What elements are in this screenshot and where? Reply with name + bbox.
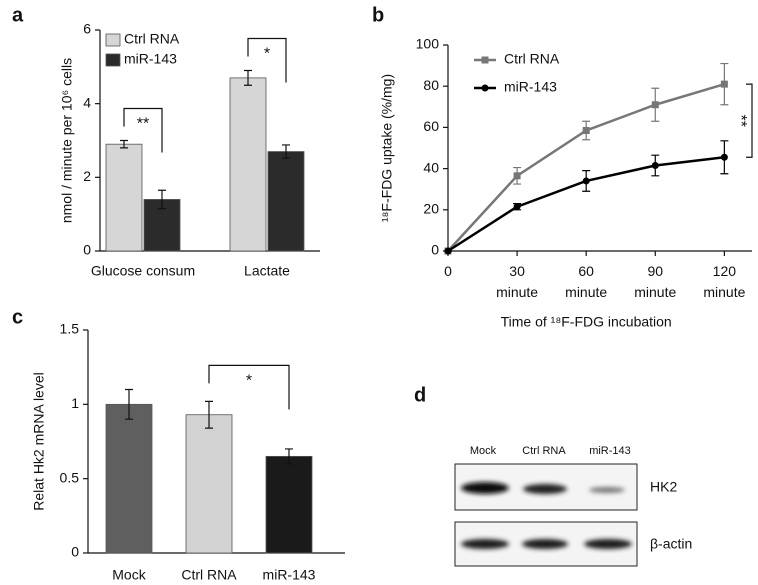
- lane-label: Mock: [470, 445, 497, 457]
- panel-label: c: [12, 306, 23, 328]
- band: [461, 539, 509, 549]
- y-tick-label: 2: [83, 168, 91, 184]
- y-tick-label: 40: [423, 159, 439, 175]
- bar: [265, 455, 313, 554]
- y-tick-label: 100: [416, 36, 440, 52]
- y-tick-label: 20: [423, 201, 439, 217]
- annotation: **: [732, 114, 749, 126]
- bar: [267, 151, 305, 252]
- x-tick-label: 30 minute: [496, 263, 539, 300]
- y-tick-label: 4: [83, 94, 91, 110]
- error-bar: [125, 388, 133, 420]
- annotation: *: [246, 373, 252, 390]
- band: [461, 482, 509, 494]
- x-tick-label: Lactate: [244, 263, 290, 279]
- legend-label: miR-143: [124, 51, 177, 67]
- significance-bracket: [247, 37, 287, 83]
- legend-marker: [481, 84, 489, 92]
- bar: [185, 414, 233, 554]
- x-tick-label: 120 minute: [703, 263, 746, 300]
- annotation: *: [264, 46, 270, 63]
- x-tick-label: Ctrl RNA: [181, 567, 237, 583]
- y-axis-label: Relat Hk2 mRNA level: [31, 372, 47, 511]
- band: [589, 487, 625, 493]
- x-axis-label: Time of ¹⁸F-FDG incubation: [501, 314, 672, 330]
- y-tick-label: 0.5: [60, 469, 80, 485]
- significance-bracket: [746, 83, 753, 158]
- row-label: β-actin: [650, 536, 692, 552]
- x-tick-label: Mock: [112, 567, 146, 583]
- western-blot: Mock Ctrl RNA miR-143 HK2 β-actin: [454, 445, 692, 567]
- x-tick-label: Glucose consum: [91, 263, 195, 279]
- point: [513, 172, 521, 180]
- error-bar: [120, 139, 128, 149]
- point: [651, 101, 659, 109]
- significance-bracket: [123, 107, 163, 153]
- annotation: **: [137, 116, 149, 133]
- error-bar: [282, 144, 290, 159]
- y-tick-label: 1: [71, 395, 79, 411]
- x-tick-label: 60 minute: [565, 263, 608, 300]
- y-tick-label: 6: [83, 21, 91, 37]
- significance-bracket: [208, 364, 290, 410]
- panel-label: a: [12, 4, 24, 26]
- band: [584, 539, 632, 549]
- point: [720, 80, 728, 88]
- point: [582, 126, 590, 134]
- x-tick-label: miR-143: [263, 567, 316, 583]
- legend-swatch: [105, 53, 121, 67]
- point: [582, 177, 590, 185]
- x-tick-label: 90 minute: [634, 263, 677, 300]
- y-axis-label: nmol / minute per 10⁶ cells: [59, 58, 75, 223]
- lane-label: miR-143: [589, 445, 631, 457]
- y-tick-label: 0: [71, 544, 79, 560]
- row-label: HK2: [650, 479, 677, 495]
- y-tick-label: 1.5: [60, 321, 80, 337]
- bar: [105, 143, 143, 252]
- y-tick-label: 0: [431, 242, 439, 258]
- error-bar: [244, 69, 252, 86]
- legend-swatch: [105, 33, 121, 47]
- point: [720, 153, 728, 161]
- panel-label: b: [372, 4, 384, 26]
- x-tick-label: 0: [444, 263, 452, 279]
- error-bar: [205, 400, 213, 429]
- y-axis-label: ¹⁸F-FDG uptake (%/mg): [379, 74, 395, 222]
- error-bar: [285, 448, 293, 465]
- band: [522, 539, 568, 549]
- lane-label: Ctrl RNA: [522, 445, 566, 457]
- bar: [105, 403, 153, 554]
- legend-marker: [481, 56, 489, 64]
- legend-label: Ctrl RNA: [504, 51, 560, 67]
- bar: [229, 77, 267, 252]
- y-tick-label: 0: [83, 242, 91, 258]
- y-tick-label: 80: [423, 77, 439, 93]
- legend-label: miR-143: [504, 79, 557, 95]
- point: [513, 203, 521, 211]
- y-tick-label: 60: [423, 118, 439, 134]
- point: [444, 247, 452, 255]
- legend-label: Ctrl RNA: [124, 31, 180, 47]
- line: [447, 82, 725, 252]
- point: [651, 162, 659, 170]
- error-bar: [158, 189, 166, 210]
- panel-label: d: [414, 384, 426, 406]
- band: [523, 484, 567, 494]
